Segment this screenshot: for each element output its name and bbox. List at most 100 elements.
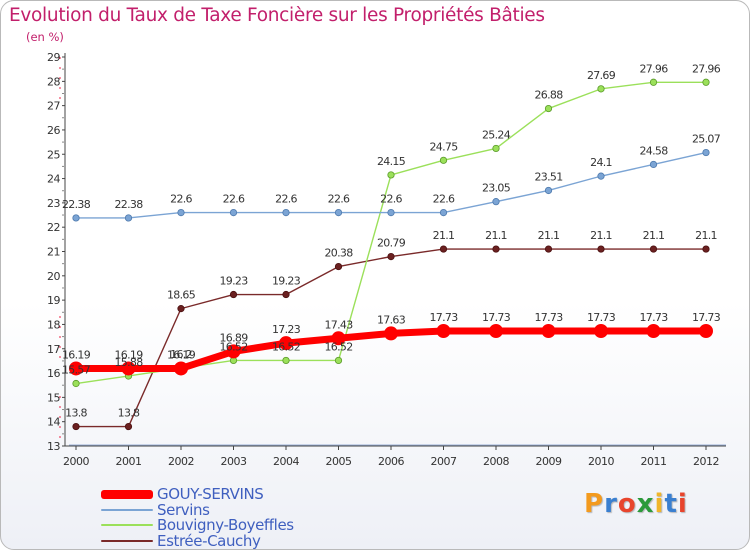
data-label: 19.23: [220, 275, 249, 288]
legend-label: Servins: [157, 500, 210, 519]
data-label: 16.89: [220, 331, 249, 344]
legend-label: Estrée-Cauchy: [157, 531, 261, 550]
logo-letter: t: [664, 489, 678, 519]
logo-letter: r: [604, 489, 618, 519]
data-label: 16.19: [167, 348, 196, 361]
data-label: 24.58: [640, 144, 669, 157]
data-point: [72, 379, 80, 388]
data-point: [436, 324, 451, 339]
y-tick-label: 26: [47, 124, 60, 137]
data-label: 15.57: [62, 364, 91, 377]
data-point: [121, 361, 136, 376]
x-tick-label: 2007: [431, 455, 457, 468]
logo-letter: i: [677, 489, 688, 519]
y-tick-label: 15: [47, 391, 60, 404]
data-label: 16.19: [62, 348, 91, 361]
data-point: [331, 331, 346, 346]
data-labels: 13.8 13.8 18.65 19.23 19.23 20.38 20.79 21.1 21.…: [62, 62, 721, 419]
data-point: [544, 245, 553, 253]
data-label: 23.51: [535, 170, 563, 183]
data-label: 22.38: [115, 198, 144, 211]
x-tick-label: 2011: [641, 455, 667, 468]
data-label: 22.38: [62, 198, 91, 211]
data-label: 22.6: [223, 193, 245, 206]
data-label: 24.1: [590, 156, 612, 169]
data-point: [544, 186, 553, 195]
data-label: 13.8: [65, 407, 87, 420]
x-tick-label: 2009: [536, 455, 562, 468]
data-label: 26.88: [535, 89, 564, 102]
x-tick-label: 2006: [378, 455, 404, 468]
x-tick-label: 2002: [168, 455, 194, 468]
data-label: 16.19: [115, 348, 144, 361]
data-label: 15.88: [115, 356, 144, 369]
data-label: 27.69: [587, 69, 616, 82]
logo-letter: o: [617, 489, 637, 519]
data-label: 17.73: [482, 311, 511, 324]
y-tick-label: 28: [47, 75, 60, 88]
data-point: [72, 422, 80, 431]
data-label: 22.6: [433, 193, 455, 206]
x-tick-label: 2000: [63, 455, 89, 468]
data-label: 27.96: [640, 62, 669, 75]
data-label: 16.2: [170, 348, 192, 361]
data-point: [282, 209, 290, 217]
data-label: 16.52: [272, 340, 300, 353]
data-point: [649, 245, 658, 253]
data-point: [699, 324, 713, 339]
data-point: [177, 209, 185, 217]
data-point: [597, 172, 605, 180]
proxiti-logo: Proxiti: [584, 489, 688, 519]
y-tick-label: 16: [47, 367, 60, 380]
data-point: [174, 361, 188, 376]
y-tick-label: 13: [47, 440, 60, 453]
y-tick-label: 17: [47, 343, 60, 356]
data-label: 17.63: [377, 313, 406, 326]
data-point: [334, 262, 343, 271]
data-point: [124, 422, 133, 431]
axes: 13 14 15 16 17 18 19 20 21 22 23 24 25 26 27 28 29 2000 20…: [47, 51, 726, 468]
data-label: 21.1: [433, 229, 455, 242]
data-label: 19.23: [272, 275, 301, 288]
legend-label: GOUY-SERVINS: [157, 485, 264, 503]
data-point: [597, 245, 605, 253]
logo-letter: i: [654, 489, 665, 519]
data-label: 23.05: [482, 182, 511, 195]
data-point: [492, 245, 500, 253]
data-point: [489, 324, 503, 339]
legend-swatch: [101, 489, 153, 499]
x-tick-label: 2008: [483, 455, 509, 468]
data-label: 22.6: [170, 193, 192, 206]
y-tick-label: 24: [47, 173, 60, 186]
data-label: 21.1: [538, 229, 560, 242]
data-point: [334, 356, 343, 365]
y-tick-label: 25: [47, 148, 60, 161]
data-point: [226, 344, 241, 359]
data-label: 20.79: [377, 237, 406, 250]
data-point: [282, 356, 290, 365]
data-point: [597, 85, 605, 93]
y-tick-label: 14: [47, 416, 60, 429]
x-tick-label: 2010: [588, 455, 614, 468]
y-tick-label: 18: [47, 318, 60, 331]
data-label: 17.73: [587, 311, 616, 324]
logo-letter: P: [584, 489, 605, 519]
data-point: [334, 209, 343, 217]
data-point: [702, 148, 710, 157]
data-point: [229, 209, 238, 217]
data-point: [702, 245, 710, 253]
y-tick-label: 21: [47, 246, 60, 259]
data-point: [229, 290, 238, 299]
data-point: [387, 209, 395, 217]
y-tick-label: 29: [47, 51, 60, 64]
y-axis-unit: (en %): [26, 30, 64, 44]
data-point: [702, 78, 710, 86]
y-tick-label: 19: [47, 294, 60, 307]
data-point: [492, 198, 500, 206]
data-label: 27.96: [692, 62, 721, 75]
data-point: [387, 253, 395, 261]
data-point: [124, 214, 133, 222]
data-point: [649, 160, 658, 169]
data-label: 13.8: [118, 407, 140, 420]
